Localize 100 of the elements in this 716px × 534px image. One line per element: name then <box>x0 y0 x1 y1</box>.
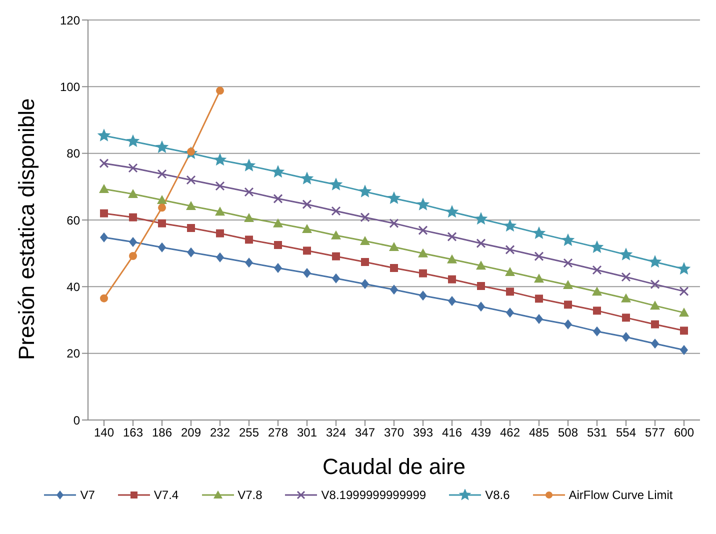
point <box>215 181 225 191</box>
point <box>157 195 167 204</box>
point <box>590 240 604 253</box>
x-axis-title: Caudal de aire <box>322 454 466 479</box>
point <box>129 213 137 222</box>
point <box>99 158 109 168</box>
point <box>418 248 428 258</box>
point <box>505 244 515 254</box>
point <box>331 230 341 240</box>
point <box>271 165 285 178</box>
point <box>360 212 370 222</box>
point <box>100 232 108 242</box>
legend-label: V7 <box>80 488 95 502</box>
point <box>273 218 283 228</box>
point <box>274 241 282 249</box>
point <box>216 229 224 238</box>
point <box>419 290 427 301</box>
point <box>593 306 601 315</box>
point <box>477 282 485 290</box>
x-tick-label: 531 <box>586 426 608 440</box>
point <box>447 254 457 264</box>
point <box>679 286 689 296</box>
point <box>360 236 370 245</box>
x-tick-label: 347 <box>354 426 376 440</box>
point <box>126 134 140 147</box>
x-tick-label: 577 <box>644 426 666 440</box>
point <box>244 213 254 222</box>
point <box>619 248 633 260</box>
x-tick-label: 209 <box>180 426 202 440</box>
point <box>128 163 138 173</box>
x-tick-label: 232 <box>210 426 230 440</box>
point <box>593 326 601 336</box>
point <box>213 153 227 166</box>
point <box>506 308 514 318</box>
x-tick-label: 600 <box>674 426 694 440</box>
point <box>387 191 401 204</box>
x-tick-label: 485 <box>528 426 550 440</box>
point <box>564 319 572 330</box>
legend-label: V7.4 <box>154 488 179 502</box>
point <box>506 288 514 296</box>
x-tick-label: 186 <box>152 426 172 440</box>
point <box>447 232 457 242</box>
point <box>187 224 195 232</box>
y-tick-label: 0 <box>73 413 80 428</box>
point <box>100 294 108 302</box>
point <box>622 314 630 322</box>
y-axis-title: Presión estatica disponible <box>14 98 39 360</box>
point <box>651 320 659 328</box>
point <box>445 205 459 218</box>
point <box>561 233 575 246</box>
x-tick-label: 278 <box>268 426 288 440</box>
point <box>651 338 659 349</box>
point <box>361 279 369 289</box>
point <box>621 272 631 282</box>
point <box>129 252 137 260</box>
point <box>216 86 224 95</box>
point <box>563 258 573 268</box>
legend-label: V7.8 <box>238 488 262 502</box>
point <box>680 326 688 335</box>
point <box>242 158 256 172</box>
point <box>361 258 369 266</box>
x-tick-label: 393 <box>412 426 434 440</box>
point <box>300 172 314 184</box>
point <box>622 332 630 342</box>
point <box>97 128 111 142</box>
point <box>648 255 662 268</box>
point <box>358 184 372 198</box>
point <box>155 140 169 153</box>
point <box>128 189 138 198</box>
x-tick-label: 416 <box>442 426 462 440</box>
legend-label: AirFlow Curve Limit <box>568 488 673 502</box>
x-tick-label: 370 <box>384 426 404 440</box>
point <box>534 252 544 262</box>
point <box>158 204 166 212</box>
point <box>244 187 254 197</box>
point <box>303 268 311 278</box>
point <box>129 237 137 247</box>
point <box>245 236 253 244</box>
point <box>563 280 573 289</box>
point <box>564 300 572 309</box>
point <box>534 274 544 283</box>
point <box>389 242 399 251</box>
x-tick-label: 462 <box>500 426 520 440</box>
point <box>592 265 602 275</box>
point <box>332 252 340 260</box>
point <box>186 201 196 210</box>
point <box>621 293 631 302</box>
point <box>157 169 167 179</box>
point <box>274 263 282 273</box>
point <box>448 275 456 284</box>
legend-label: V8.6 <box>485 488 510 502</box>
point <box>273 194 283 204</box>
point <box>390 284 398 295</box>
point <box>416 198 430 210</box>
point <box>99 184 109 193</box>
y-tick-label: 60 <box>66 213 80 228</box>
point <box>476 260 486 270</box>
point <box>158 242 166 252</box>
point <box>448 296 456 306</box>
point <box>419 269 427 278</box>
